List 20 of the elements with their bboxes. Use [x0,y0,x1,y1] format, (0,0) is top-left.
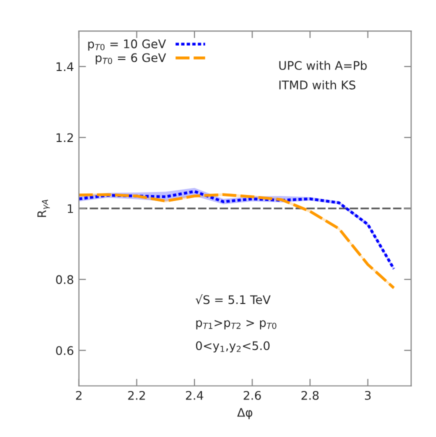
annotation: √S = 5.1 TeV [196,294,271,304]
annotation: ITMD with KS [279,80,356,90]
x-tick-label: 2.8 [302,390,319,400]
annotation: 0<y$_{1}$,y$_{2}$<5.0 [196,341,270,352]
x-axis-title: Δφ [237,408,252,420]
x-tick-label: 3 [364,390,371,400]
y-tick-label: 1 [68,204,73,213]
y-tick-label: 1.4 [56,62,74,71]
x-tick-label: 2.4 [186,390,204,400]
y-tick-label: 0.8 [56,275,74,284]
annotation: p$_{T1}$>p$_{T2}$ > p$_{T0}$ [196,320,276,330]
y-axis-title: R$_{γA}$ [37,200,50,217]
legend-label: p$_{T0}$ = 10 GeV [88,39,166,51]
x-tick-label: 2.2 [128,390,145,400]
x-tick-label: 2.6 [244,390,261,400]
legend-label: p$_{T0}$ = 6 GeV [96,53,166,64]
y-tick-label: 1.2 [56,133,73,142]
annotation: UPC with A=Pb [279,60,367,70]
x-tick-label: 2 [76,390,82,400]
y-tick-label: 0.6 [56,346,74,356]
